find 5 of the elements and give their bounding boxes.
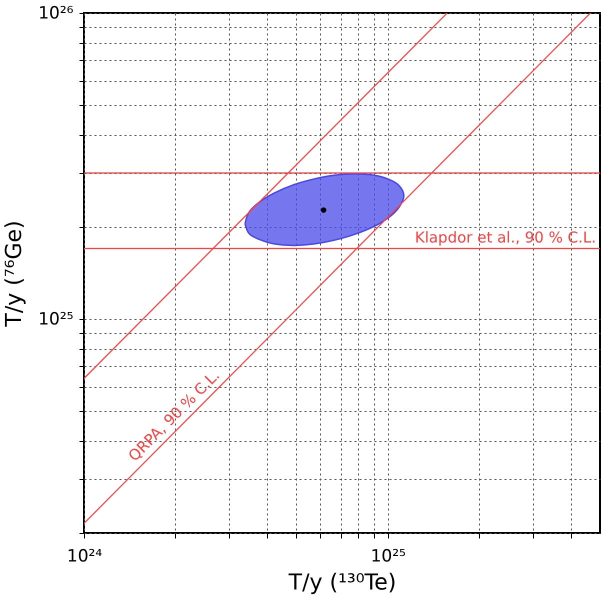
x-axis-title: T/y (¹³⁰Te) <box>288 570 396 596</box>
x-tick-label: 10²⁴ <box>66 546 102 566</box>
y-axis-title: T/y (⁷⁶Ge) <box>2 220 28 328</box>
ref-line-label: Klapdor et al., 90 % C.L. <box>414 228 596 247</box>
y-tick-label: 10²⁶ <box>38 4 74 24</box>
